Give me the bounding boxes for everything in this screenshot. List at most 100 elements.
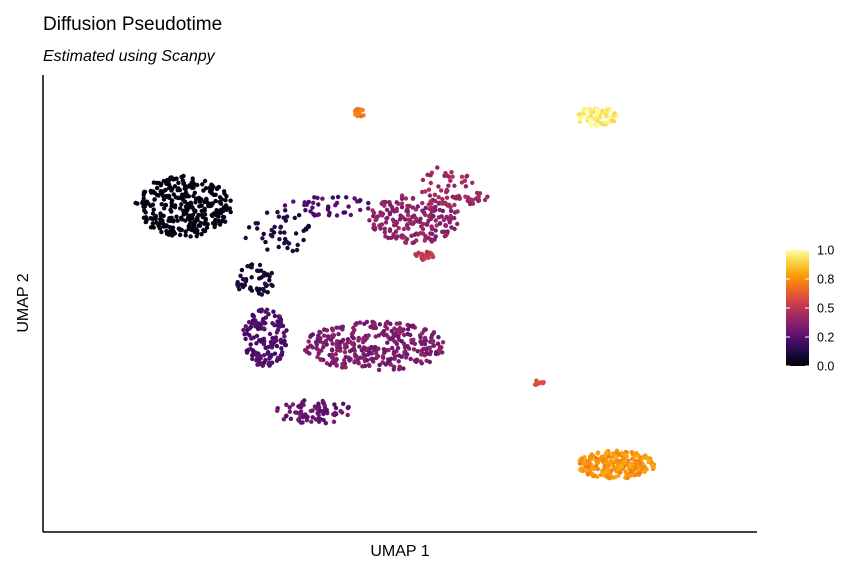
- cell-point: [236, 284, 241, 289]
- cell-point: [318, 336, 323, 341]
- cell-point: [276, 314, 281, 319]
- cell-point: [597, 457, 603, 462]
- cell-point: [373, 217, 378, 223]
- cell-point: [334, 363, 339, 368]
- cell-point: [388, 356, 394, 361]
- cell-point: [167, 225, 173, 230]
- cell-point: [187, 183, 192, 188]
- cell-point: [651, 465, 656, 470]
- cell-point: [272, 224, 277, 230]
- cell-point: [334, 213, 340, 218]
- cell-point: [294, 247, 300, 253]
- cell-point: [413, 252, 418, 257]
- cell-point: [398, 213, 403, 218]
- cell-point: [199, 203, 204, 208]
- cell-point: [284, 413, 289, 418]
- cell-point: [388, 235, 394, 240]
- cell-point: [371, 347, 377, 352]
- cell-point: [290, 402, 296, 407]
- cell-point: [246, 320, 252, 325]
- cell-point: [356, 336, 362, 341]
- colorbar-tick-label: 0.0: [817, 360, 834, 374]
- cell-point: [386, 347, 391, 353]
- cell-point: [455, 209, 460, 214]
- cell-point: [254, 333, 260, 339]
- cell-point: [452, 183, 457, 188]
- cell-point: [388, 202, 393, 207]
- cell-point: [623, 469, 628, 475]
- cell-point: [257, 353, 263, 359]
- cell-point: [423, 212, 428, 218]
- cell-point: [377, 322, 382, 327]
- cell-point: [309, 419, 314, 424]
- cell-point: [403, 240, 409, 245]
- cell-point: [433, 228, 438, 233]
- cell-point: [262, 281, 268, 286]
- cell-point: [297, 405, 302, 410]
- cell-point: [372, 227, 377, 232]
- cell-point: [213, 198, 218, 204]
- cell-point: [585, 472, 591, 477]
- cell-point: [323, 421, 328, 426]
- cell-point: [581, 106, 586, 112]
- cell-point: [228, 209, 233, 215]
- cell-point: [338, 408, 343, 414]
- cell-point: [371, 222, 376, 227]
- cell-point: [241, 327, 246, 333]
- cell-point: [282, 334, 287, 339]
- cell-point: [195, 182, 200, 188]
- cell-point: [594, 459, 599, 464]
- cell-point: [395, 234, 400, 239]
- cell-point: [267, 278, 272, 283]
- cell-point: [255, 226, 260, 231]
- cell-point: [222, 191, 227, 196]
- cell-point: [431, 330, 437, 335]
- cell-point: [335, 194, 341, 200]
- cell-point: [448, 208, 454, 214]
- cell-point: [353, 322, 358, 327]
- cell-point: [592, 116, 598, 122]
- cell-point: [269, 345, 275, 350]
- cell-point: [167, 216, 172, 221]
- cell-point: [278, 354, 283, 360]
- cell-point: [601, 471, 606, 476]
- cell-point: [642, 469, 647, 474]
- cell-point: [462, 178, 468, 183]
- cell-point: [142, 208, 147, 213]
- cell-point: [383, 220, 389, 225]
- cell-point: [278, 230, 283, 235]
- cell-point: [587, 117, 592, 122]
- cell-point: [636, 470, 641, 476]
- cell-point: [428, 231, 433, 236]
- cell-point: [431, 237, 437, 242]
- cell-point: [245, 264, 250, 269]
- cell-point: [427, 193, 433, 198]
- cell-point: [377, 362, 382, 368]
- cell-point: [423, 189, 428, 194]
- cell-point: [599, 121, 605, 127]
- cell-point: [628, 462, 633, 468]
- cell-point: [172, 205, 178, 210]
- cell-point: [365, 358, 370, 363]
- cell-point: [372, 320, 377, 326]
- cell-point: [373, 325, 379, 331]
- cell-point: [266, 360, 272, 365]
- cell-point: [375, 354, 380, 359]
- cell-point: [340, 361, 345, 367]
- cell-point: [261, 316, 266, 322]
- cell-point: [375, 214, 381, 219]
- cell-point: [403, 196, 409, 201]
- cell-point: [197, 199, 203, 204]
- cell-point: [274, 343, 280, 349]
- cell-point: [321, 344, 326, 350]
- cell-point: [470, 180, 475, 185]
- cell-point: [421, 221, 426, 227]
- cell-point: [437, 347, 442, 353]
- cell-point: [318, 357, 323, 362]
- cell-point: [174, 176, 179, 181]
- cell-point: [314, 212, 320, 218]
- cell-point: [445, 188, 450, 193]
- cell-point: [396, 334, 401, 340]
- cell-point: [346, 204, 351, 209]
- cell-point: [162, 206, 167, 211]
